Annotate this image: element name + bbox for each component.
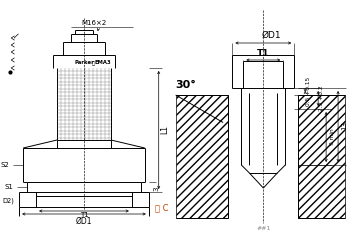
Text: ØD1: ØD1 [76,216,92,226]
Text: 0.5 +0.15: 0.5 +0.15 [306,76,311,106]
Polygon shape [298,95,345,218]
Text: 9 min: 9 min [330,129,334,145]
Text: T1: T1 [80,212,88,218]
Polygon shape [176,95,229,218]
Text: Parker: Parker [74,61,94,66]
Text: S1: S1 [5,184,14,190]
Text: S2: S2 [1,162,10,168]
Text: ##1: ##1 [256,226,270,230]
Text: T1: T1 [257,48,270,58]
Text: D2): D2) [2,198,14,204]
Text: Ⓢ: Ⓢ [91,62,94,66]
Text: ØD1: ØD1 [261,30,281,40]
Text: L1: L1 [160,125,169,135]
Text: 图 C: 图 C [155,204,168,212]
Text: 3: 3 [154,187,160,191]
Text: M16×2: M16×2 [81,20,107,26]
Text: 30°: 30° [175,80,196,90]
Text: 2.5 +0.2: 2.5 +0.2 [319,85,324,111]
Text: EMA3: EMA3 [95,61,111,66]
Text: 13: 13 [341,121,347,131]
